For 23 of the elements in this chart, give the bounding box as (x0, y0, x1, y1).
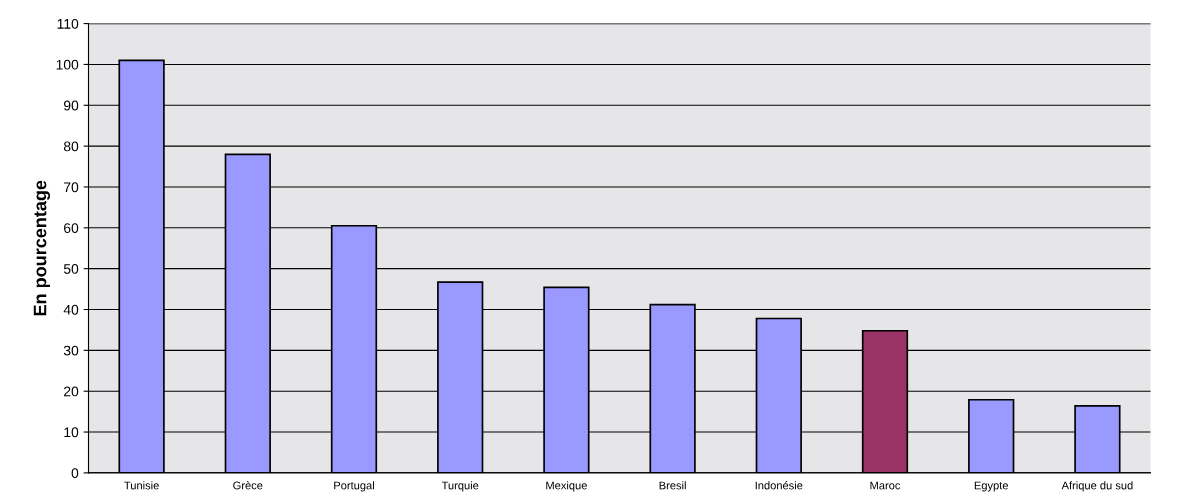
y-tick-label: 70 (64, 182, 79, 193)
y-tick-label: 110 (57, 18, 79, 29)
y-tick-label: 40 (63, 304, 79, 315)
y-tick-label: 60 (64, 223, 79, 233)
x-tick-label: Portugal (334, 481, 374, 492)
y-tick-label: 20 (64, 386, 79, 397)
y-tick-label: 50 (63, 264, 79, 274)
y-tick-label: 0 (71, 468, 79, 479)
y-tick-label: 10 (64, 427, 79, 438)
x-tick-label: Grèce (233, 481, 263, 490)
x-tick-label: Mexique (546, 481, 587, 492)
x-tick-label: Egypte (974, 481, 1008, 492)
y-tick-label: 30 (63, 345, 79, 356)
x-tick-label: Tunisie (124, 481, 159, 490)
y-axis-title: En pourcentage (33, 180, 51, 316)
x-tick-label: Afrique du sud (1061, 481, 1133, 492)
y-tick-label: 100 (56, 59, 79, 70)
x-tick-label: Bresil (659, 481, 686, 490)
y-tick-label: 90 (63, 100, 79, 111)
x-tick-label: Turquie (441, 481, 479, 492)
y-tick-label: 80 (63, 141, 79, 152)
x-tick-label: Maroc (870, 481, 901, 490)
x-tick-label: Indonésie (755, 481, 803, 490)
